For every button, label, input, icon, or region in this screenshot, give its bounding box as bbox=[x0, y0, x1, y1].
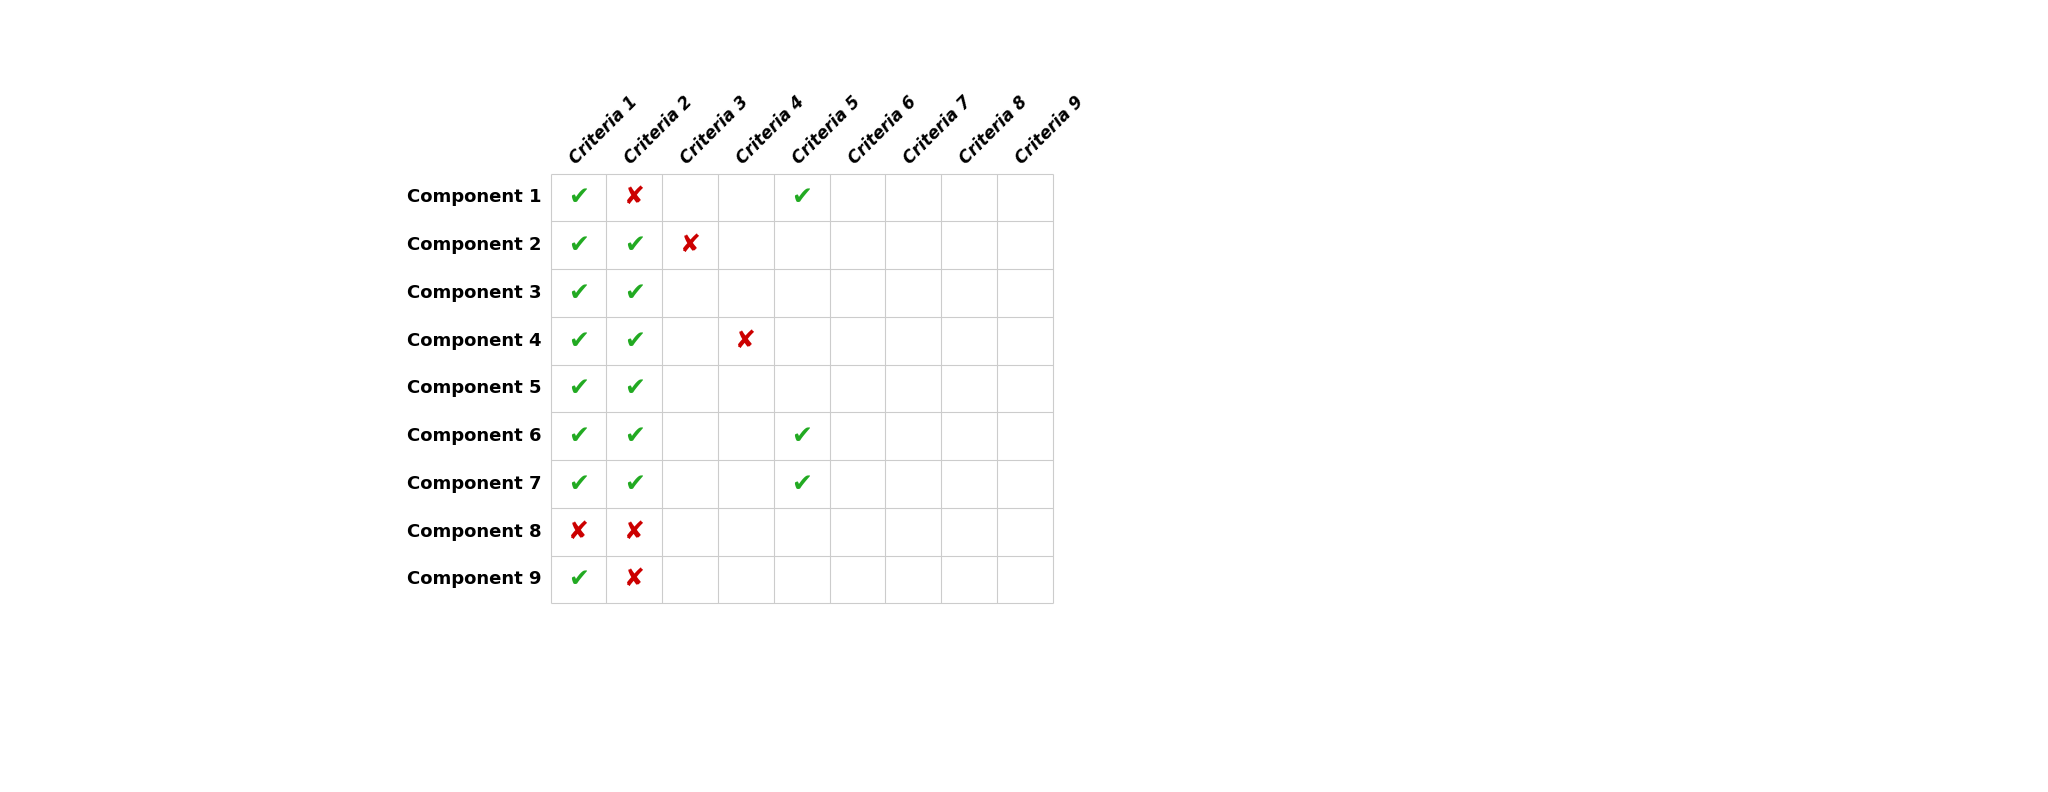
Text: ✔: ✔ bbox=[625, 233, 645, 257]
Text: ✔: ✔ bbox=[625, 329, 645, 352]
Text: Criteria 6: Criteria 6 bbox=[844, 93, 920, 167]
Text: Component 3: Component 3 bbox=[408, 284, 541, 302]
Text: ✘: ✘ bbox=[625, 185, 645, 209]
Text: ✔: ✔ bbox=[625, 425, 645, 448]
Text: Criteria 7: Criteria 7 bbox=[901, 93, 975, 167]
Text: Component 7: Component 7 bbox=[408, 475, 541, 493]
Text: Component 6: Component 6 bbox=[408, 427, 541, 445]
Text: ✔: ✔ bbox=[625, 472, 645, 496]
Text: ✘: ✘ bbox=[567, 520, 590, 543]
Text: Component 2: Component 2 bbox=[408, 236, 541, 254]
Text: ✔: ✔ bbox=[791, 472, 813, 496]
Text: Criteria 9: Criteria 9 bbox=[1012, 93, 1087, 167]
Text: ✔: ✔ bbox=[567, 425, 590, 448]
Text: Criteria 8: Criteria 8 bbox=[956, 93, 1032, 167]
Text: ✔: ✔ bbox=[567, 185, 590, 209]
Text: ✔: ✔ bbox=[567, 281, 590, 305]
Text: Criteria 2: Criteria 2 bbox=[621, 93, 696, 167]
Text: ✔: ✔ bbox=[567, 472, 590, 496]
Text: ✔: ✔ bbox=[567, 233, 590, 257]
Text: Criteria 4: Criteria 4 bbox=[733, 93, 809, 167]
Text: ✔: ✔ bbox=[567, 567, 590, 592]
Text: ✘: ✘ bbox=[735, 329, 756, 352]
Text: ✔: ✔ bbox=[625, 376, 645, 401]
Text: Criteria 5: Criteria 5 bbox=[788, 93, 864, 167]
Text: ✘: ✘ bbox=[625, 567, 645, 592]
Text: Component 9: Component 9 bbox=[408, 570, 541, 588]
Text: Component 1: Component 1 bbox=[408, 188, 541, 207]
Text: ✘: ✘ bbox=[625, 520, 645, 543]
Text: ✔: ✔ bbox=[791, 425, 813, 448]
Text: ✔: ✔ bbox=[791, 185, 813, 209]
Text: Criteria 1: Criteria 1 bbox=[565, 93, 641, 167]
Text: Component 5: Component 5 bbox=[408, 379, 541, 398]
Text: ✘: ✘ bbox=[680, 233, 700, 257]
Text: ✔: ✔ bbox=[567, 329, 590, 352]
Text: Component 4: Component 4 bbox=[408, 332, 541, 350]
Text: ✔: ✔ bbox=[625, 281, 645, 305]
Text: ✔: ✔ bbox=[567, 376, 590, 401]
Text: Component 8: Component 8 bbox=[408, 523, 541, 541]
Text: Criteria 3: Criteria 3 bbox=[678, 93, 752, 167]
